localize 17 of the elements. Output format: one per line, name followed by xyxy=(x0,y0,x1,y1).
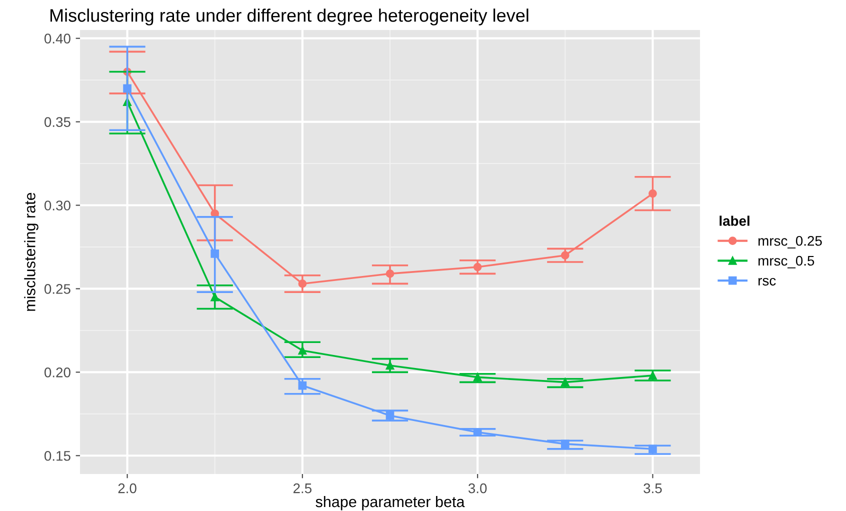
x-axis-title: shape parameter beta xyxy=(316,496,465,510)
x-tick-label: 3.0 xyxy=(468,483,487,494)
legend-label: mrsc_0.25 xyxy=(758,236,822,248)
chart-title: Misclustering rate under different degree heterogeneity level xyxy=(50,8,528,26)
legend-title: label xyxy=(720,216,750,226)
y-tick-label: 0.20 xyxy=(44,368,70,378)
y-tick-label: 0.40 xyxy=(44,34,70,44)
x-tick-label: 2.5 xyxy=(293,483,312,494)
y-tick-label: 0.30 xyxy=(44,200,70,210)
legend-label: rsc xyxy=(758,278,776,286)
y-tick-label: 0.35 xyxy=(44,117,70,127)
x-tick-label: 2.0 xyxy=(118,483,136,494)
x-tick-label: 3.5 xyxy=(644,483,662,494)
y-axis-title: misclustering rate xyxy=(24,192,38,311)
legend-label: mrsc_0.5 xyxy=(758,256,814,268)
y-tick-label: 0.25 xyxy=(44,284,70,294)
y-tick-label: 0.15 xyxy=(44,450,70,461)
